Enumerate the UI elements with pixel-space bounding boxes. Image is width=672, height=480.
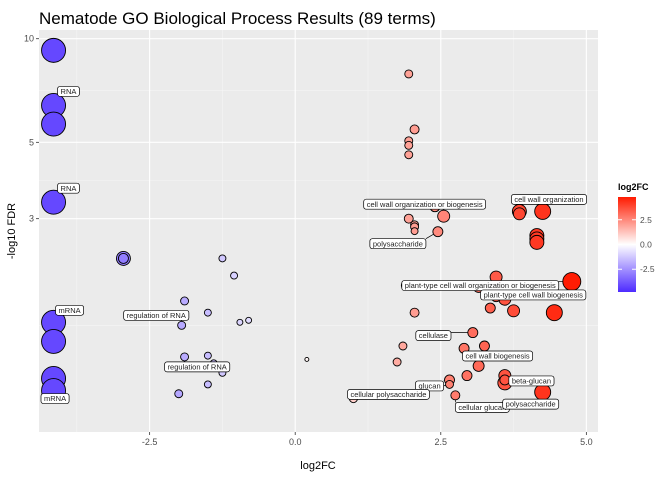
data-point [545,304,563,322]
annotation-label: polysaccharide [373,239,423,248]
plot-panel [39,30,598,432]
data-point [404,140,414,150]
annotation-box [415,330,452,341]
x-tick-label: -2.5 [142,437,158,447]
data-point [304,356,310,362]
data-point [445,379,454,389]
data-point [437,209,451,223]
legend-tick-label: -2.5 [640,264,655,274]
y-axis-title: -log10 FDR [6,203,18,259]
annotation-box [511,194,587,205]
data-point [41,111,67,137]
data-point [472,360,485,372]
data-point [203,351,212,360]
data-point [230,271,239,280]
annotation-label: beta-glucan [512,377,551,386]
annotation-label: glucan [419,382,441,391]
annotation-box [57,86,80,97]
annotation-label: regulation of RNA [168,362,227,371]
data-point [499,374,511,386]
data-point [177,320,187,330]
data-point [484,302,496,314]
annotation-label: cell wall organization [514,195,583,204]
data-point [534,202,552,220]
annotation-box [123,309,190,321]
annotation-label: cellular glucan [458,403,506,412]
annotation-box [508,375,555,387]
data-point [479,340,490,352]
chart-title: Nematode GO Biological Process Results (… [39,9,436,28]
annotation-label: plant-type cell wall organization or bio… [405,281,556,290]
data-point [203,308,212,317]
data-point [392,357,402,367]
legend-tick-label: 2.5 [640,215,652,225]
legend-title: log2FC [618,182,649,192]
data-point [467,327,479,339]
y-tick-label: 5 [29,137,34,147]
data-point [562,272,582,291]
annotation-label: cell wall biogenesis [465,352,529,361]
data-point [180,352,190,362]
data-point [218,254,227,263]
annotation-label: mRNA [59,306,81,315]
annotation-label: plant-type cell wall biogenesis [484,291,583,300]
data-point [41,328,67,354]
annotation-label: mRNA [44,394,66,403]
legend-tick-label: 0.0 [640,240,652,250]
annotation-label: RNA [61,184,77,193]
annotation-box [363,198,486,210]
annotation-box [502,398,560,410]
data-point [174,389,184,399]
data-point [41,189,67,215]
data-point [461,370,473,382]
y-tick-label: 10 [24,34,34,44]
annotation-label: RNA [61,87,77,96]
annotation-label: regulation of RNA [127,311,186,320]
data-point [410,227,419,236]
data-point [512,207,526,221]
annotation-box [55,304,85,316]
annotation-label: cell wall organization or biogenesis [367,200,483,209]
data-point [529,234,545,250]
data-point [403,213,414,224]
y-tick-label: 3 [29,214,34,224]
x-axis-title: log2FC [300,460,336,472]
data-point [203,380,212,389]
data-point [507,304,521,318]
x-tick-label: 2.5 [435,437,448,447]
data-point [404,69,414,79]
data-point [404,150,414,160]
annotation-box [40,393,70,404]
legend-colorbar [618,197,636,292]
data-point [398,341,408,351]
annotation-labels: RNA RNA mRNA mRNA regulation of RNA regulatio… [40,86,587,413]
annotation-box [462,350,534,362]
x-tick-label: 0.0 [289,437,302,447]
data-point [409,124,420,135]
data-point [117,252,129,264]
data-point [432,226,444,238]
annotation-label: cellular polysaccharide [351,390,427,399]
annotation-box [57,182,80,194]
data-point [41,37,67,63]
annotation-box [347,389,430,400]
x-tick-label: 5.0 [580,437,593,447]
data-point [450,390,461,401]
color-legend: log2FC 2.5 0.0 -2.5 [618,182,655,292]
annotation-box [369,238,427,250]
axes: -2.5 0.0 2.5 5.0 3 5 10 [24,34,593,447]
annotation-label: cellulase [419,331,448,340]
data-point [409,307,420,318]
data-point [236,318,244,326]
data-point [180,296,190,306]
annotation-label: polysaccharide [506,400,556,409]
annotation-box [480,289,587,301]
annotation-box [164,361,231,373]
data-point [245,316,253,324]
data-point [534,383,552,401]
annotation-box [401,280,560,291]
